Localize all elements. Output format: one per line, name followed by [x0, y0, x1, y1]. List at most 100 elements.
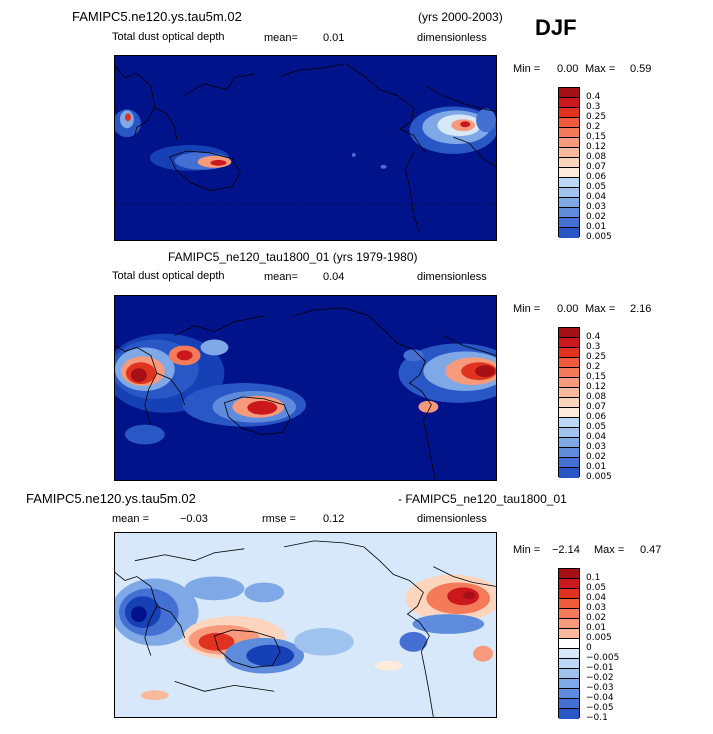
colorbar-tick-label: 0.02 — [586, 452, 607, 462]
colorbar-swatch — [559, 408, 579, 418]
colorbar-swatch — [559, 599, 579, 609]
panel3-case-title: FAMIPC5.ne120.ys.tau5m.02 — [26, 491, 196, 506]
colorbar-tick-label: 0.01 — [586, 623, 607, 633]
colorbar-swatch — [559, 579, 579, 589]
panel2-map-svg — [115, 307, 496, 480]
colorbar-tick-label: −0.1 — [586, 713, 608, 723]
panel1-case-title: FAMIPC5.ne120.ys.tau5m.02 — [72, 9, 242, 24]
colorbar-tick-label: 0.04 — [586, 432, 607, 442]
season-label: DJF — [535, 15, 577, 40]
colorbar-tick-label: 0.3 — [586, 102, 601, 112]
colorbar-swatch — [559, 108, 579, 118]
colorbar-tick-label: 0.01 — [586, 462, 607, 472]
colorbar-swatch — [559, 468, 579, 478]
colorbar-tick-label: 0.02 — [586, 613, 607, 623]
colorbar-swatch — [559, 168, 579, 178]
panel3-colorbar — [558, 568, 580, 719]
panel3-minus-case: - FAMIPC5_ne120_tau1800_01 — [398, 492, 567, 506]
panel1-years: (yrs 2000-2003) — [418, 10, 503, 24]
colorbar-tick-label: 0.02 — [586, 212, 607, 222]
colorbar-swatch — [559, 148, 579, 158]
colorbar-tick-label: 0.4 — [586, 332, 601, 342]
colorbar-tick-label: 0.25 — [586, 352, 607, 362]
colorbar-swatch — [559, 709, 579, 719]
panel1-map — [114, 55, 497, 241]
colorbar-tick-label: 0.03 — [586, 442, 607, 452]
colorbar-tick-label: 0.05 — [586, 182, 607, 192]
colorbar-tick-label: 0.08 — [586, 152, 607, 162]
colorbar-tick-label: −0.02 — [586, 673, 614, 683]
panel2-variable: Total dust optical depth — [112, 270, 225, 282]
panel1-dust-field — [115, 106, 496, 171]
panel2-min-value: 0.00 — [557, 303, 579, 315]
panel2-max-label: Max = — [585, 303, 616, 315]
panel3-diff-field — [115, 574, 496, 701]
colorbar-tick-label: −0.04 — [586, 693, 614, 703]
colorbar-swatch — [559, 448, 579, 458]
colorbar-swatch — [559, 178, 579, 188]
colorbar-tick-label: 0.03 — [586, 603, 607, 613]
panel1-mean-value: 0.01 — [323, 32, 345, 44]
panel3-min-value: −2.14 — [552, 544, 580, 556]
colorbar-swatch — [559, 458, 579, 468]
colorbar-swatch — [559, 609, 579, 619]
colorbar-tick-label: 0.06 — [586, 412, 607, 422]
panel3-rmse-value: 0.12 — [323, 513, 345, 525]
colorbar-tick-label: 0.04 — [586, 593, 607, 603]
colorbar-swatch — [559, 218, 579, 228]
panel3-rmse-label: rmse = — [262, 513, 296, 525]
colorbar-tick-label: 0.03 — [586, 202, 607, 212]
colorbar-tick-label: 0.005 — [586, 232, 612, 242]
colorbar-swatch — [559, 118, 579, 128]
panel2-coastlines — [115, 307, 496, 480]
colorbar-swatch — [559, 138, 579, 148]
colorbar-tick-label: −0.01 — [586, 663, 614, 673]
panel1-min-value: 0.00 — [557, 63, 579, 75]
colorbar-tick-label: 0.12 — [586, 142, 607, 152]
panel3-coastlines — [115, 540, 496, 717]
panel2-max-value: 2.16 — [630, 303, 652, 315]
colorbar-tick-label: 0.07 — [586, 402, 607, 412]
colorbar-swatch — [559, 438, 579, 448]
panel2-mean-label: mean= — [264, 271, 298, 283]
panel3-units: dimensionless — [417, 513, 487, 525]
colorbar-tick-label: 0.12 — [586, 382, 607, 392]
panel1-max-label: Max = — [585, 63, 616, 75]
colorbar-tick-label: 0.005 — [586, 472, 612, 482]
colorbar-swatch — [559, 368, 579, 378]
colorbar-tick-label: 0.25 — [586, 112, 607, 122]
panel2-min-label: Min = — [513, 303, 541, 315]
panel3-mean-label: mean = — [112, 513, 149, 525]
colorbar-tick-label: −0.005 — [586, 653, 620, 663]
panel2-case-title: FAMIPC5_ne120_tau1800_01 (yrs 1979-1980) — [168, 250, 418, 264]
colorbar-tick-label: 0.1 — [586, 573, 601, 583]
panel2-units: dimensionless — [417, 271, 487, 283]
colorbar-swatch — [559, 228, 579, 238]
colorbar-tick-label: 0.08 — [586, 392, 607, 402]
colorbar-swatch — [559, 669, 579, 679]
panel2-mean-value: 0.04 — [323, 271, 345, 283]
colorbar-tick-label: 0.05 — [586, 422, 607, 432]
panel3-max-value: 0.47 — [640, 544, 662, 556]
colorbar-swatch — [559, 428, 579, 438]
colorbar-tick-label: 0.2 — [586, 362, 601, 372]
colorbar-tick-label: 0 — [586, 643, 592, 653]
panel2-map — [114, 295, 497, 481]
colorbar-swatch — [559, 679, 579, 689]
colorbar-swatch — [559, 378, 579, 388]
colorbar-swatch — [559, 348, 579, 358]
colorbar-tick-label: 0.2 — [586, 122, 601, 132]
panel1-colorbar — [558, 87, 580, 238]
panel2-dust-field — [115, 333, 496, 445]
colorbar-swatch — [559, 689, 579, 699]
panel1-coastlines — [115, 63, 496, 233]
colorbar-tick-label: 0.06 — [586, 172, 607, 182]
panel1-units: dimensionless — [417, 32, 487, 44]
colorbar-tick-label: 0.4 — [586, 92, 601, 102]
colorbar-tick-label: 0.3 — [586, 342, 601, 352]
panel3-min-label: Min = — [513, 544, 541, 556]
colorbar-tick-label: −0.05 — [586, 703, 614, 713]
colorbar-swatch — [559, 338, 579, 348]
panel1-mean-label: mean= — [264, 32, 298, 44]
colorbar-swatch — [559, 188, 579, 198]
